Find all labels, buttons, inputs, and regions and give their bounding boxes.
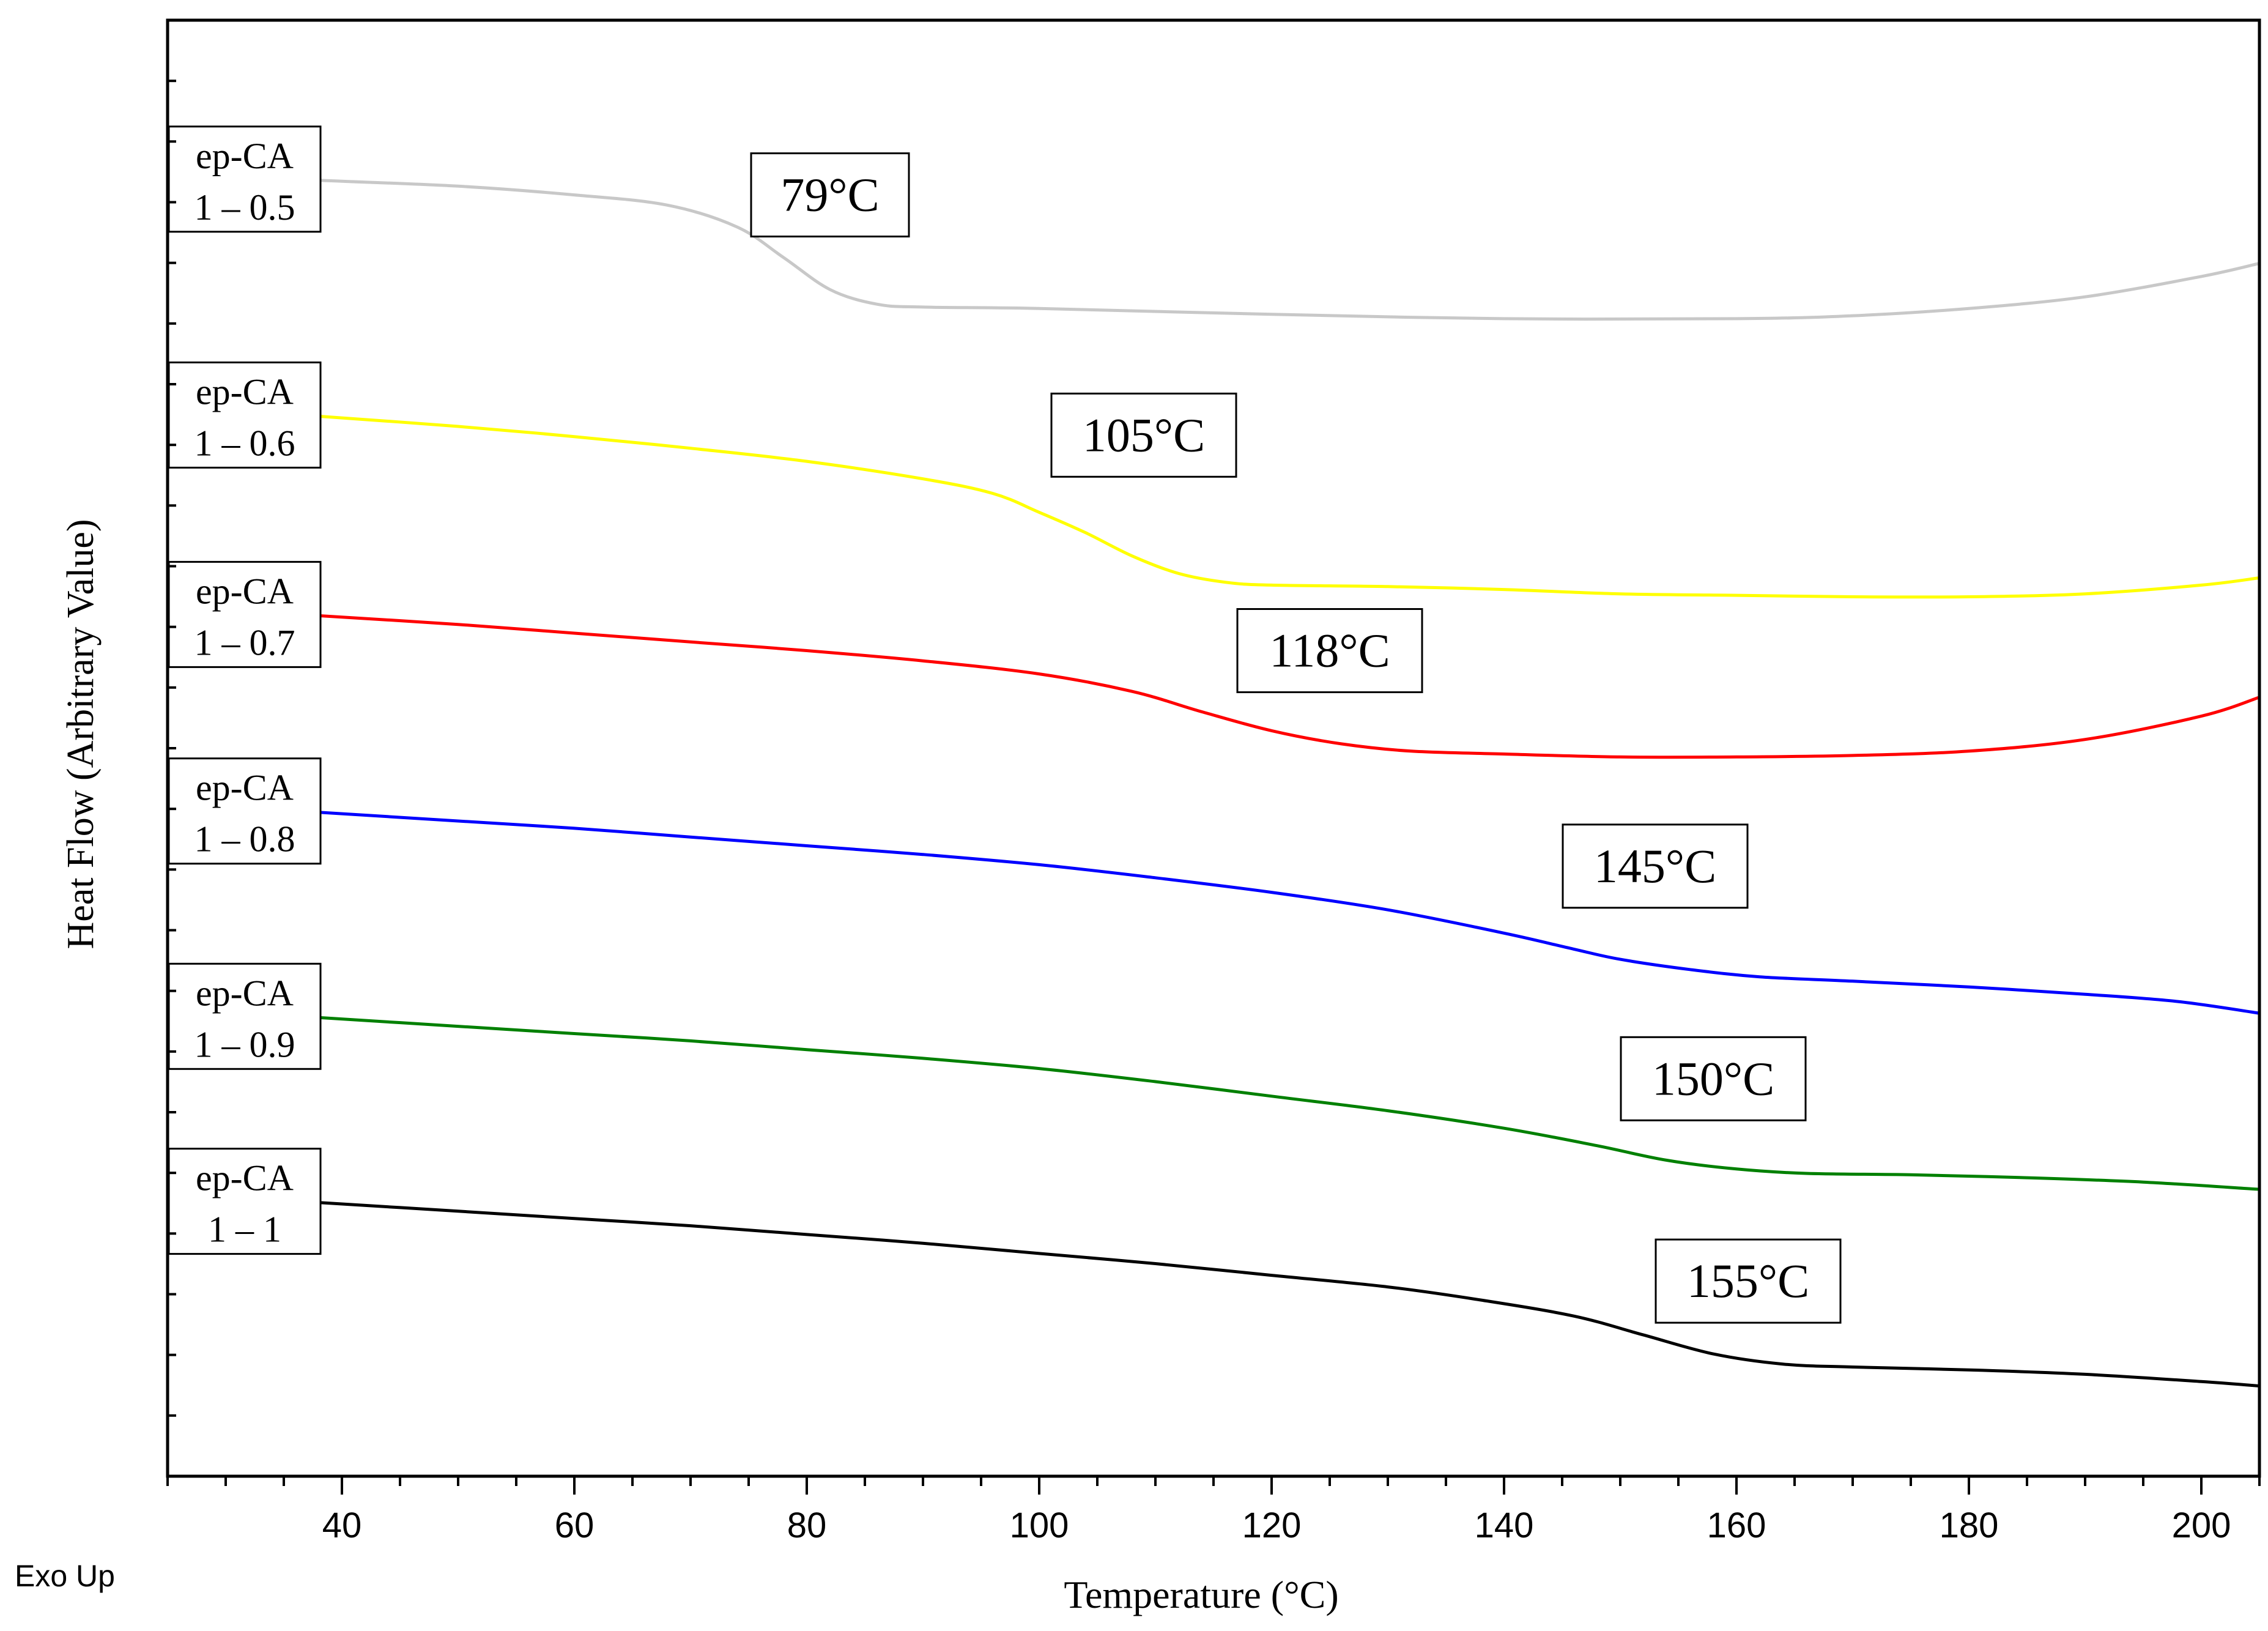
- tg-annotation-text: 105°C: [1083, 408, 1205, 461]
- x-tick-label: 40: [322, 1506, 362, 1545]
- tg-annotation-1: 79°C: [750, 152, 910, 238]
- series-label-5: ep-CA 1 – 0.9: [168, 962, 322, 1070]
- series-label-2: ep-CA 1 – 0.6: [168, 361, 322, 469]
- tg-annotation-box: [750, 152, 910, 238]
- tg-annotation-box: [1655, 1238, 1842, 1324]
- series-label-line-2: 1 – 0.5: [195, 187, 295, 228]
- x-axis-label: Temperature (°C): [1064, 1573, 1338, 1616]
- y-tick-layer: [168, 19, 176, 1477]
- series-label-line-2: 1 – 1: [208, 1209, 281, 1250]
- series-label-line-1: ep-CA: [196, 973, 294, 1013]
- tg-annotation-4: 145°C: [1562, 823, 1749, 909]
- tg-annotation-box: [1050, 392, 1237, 478]
- tg-annotation-5: 150°C: [1620, 1036, 1807, 1121]
- y-axis-label: Heat Flow (Arbitrary Value): [60, 519, 102, 949]
- series-label-line-1: ep-CA: [196, 1158, 294, 1198]
- tg-annotation-box: [1620, 1036, 1807, 1121]
- series-label-line-1: ep-CA: [196, 571, 294, 611]
- tg-annotation-text: 155°C: [1687, 1254, 1809, 1307]
- series-label-box: [168, 1148, 322, 1255]
- series-label-1: ep-CA 1 – 0.5: [168, 125, 322, 233]
- tg-annotation-2: 105°C: [1050, 392, 1237, 478]
- x-tick-label: 180: [1940, 1506, 1999, 1545]
- x-tick-label: 140: [1475, 1506, 1534, 1545]
- exo-up-note: Exo Up: [15, 1559, 115, 1593]
- tg-label-layer: 79°C 105°C 118°C 145°C 150°C 155°C: [750, 152, 1842, 1324]
- x-tick-label: 160: [1707, 1506, 1766, 1545]
- series-label-layer: ep-CA1 – 0.5ep-CA1 – 0.6ep-CA1 – 0.7ep-C…: [168, 125, 322, 1255]
- series-layer: [318, 179, 2260, 1388]
- x-tick-layer: 40 60 80 100 120 140 160 180 200: [166, 1476, 2261, 1545]
- tg-annotation-text: 118°C: [1269, 624, 1390, 677]
- series-line-1: [318, 179, 2260, 321]
- series-label-line-1: ep-CA: [196, 371, 294, 412]
- x-tick-label: 120: [1242, 1506, 1302, 1545]
- x-tick-label: 60: [555, 1506, 595, 1545]
- series-label-3: ep-CA 1 – 0.7: [168, 560, 322, 668]
- series-line-2: [318, 414, 2260, 599]
- series-line-5: [318, 1016, 2260, 1191]
- tg-annotation-text: 79°C: [780, 168, 879, 221]
- x-tick-label: 200: [2172, 1506, 2231, 1545]
- tg-annotation-6: 155°C: [1655, 1238, 1842, 1324]
- series-label-line-1: ep-CA: [196, 136, 294, 176]
- series-label-line-1: ep-CA: [196, 768, 294, 808]
- tg-annotation-3: 118°C: [1236, 608, 1423, 693]
- series-line-6: [318, 1201, 2260, 1388]
- series-label-6: ep-CA 1 – 1: [168, 1148, 322, 1255]
- tg-annotation-box: [1562, 823, 1749, 909]
- x-tick-label: 100: [1010, 1506, 1069, 1545]
- tg-annotation-text: 145°C: [1594, 839, 1716, 893]
- series-line-4: [318, 811, 2260, 1015]
- series-label-line-2: 1 – 0.8: [195, 819, 295, 860]
- series-label-box: [168, 125, 322, 233]
- series-label-line-2: 1 – 0.6: [195, 423, 295, 463]
- series-label-line-2: 1 – 0.7: [195, 622, 295, 663]
- series-label-box: [168, 962, 322, 1070]
- series-line-3: [318, 614, 2260, 759]
- series-label-box: [168, 361, 322, 469]
- tg-annotation-text: 150°C: [1652, 1052, 1774, 1105]
- series-label-box: [168, 560, 322, 668]
- tg-annotation-box: [1236, 608, 1423, 693]
- x-tick-label: 80: [787, 1506, 827, 1545]
- series-label-4: ep-CA 1 – 0.8: [168, 757, 322, 865]
- series-label-line-2: 1 – 0.9: [195, 1024, 295, 1064]
